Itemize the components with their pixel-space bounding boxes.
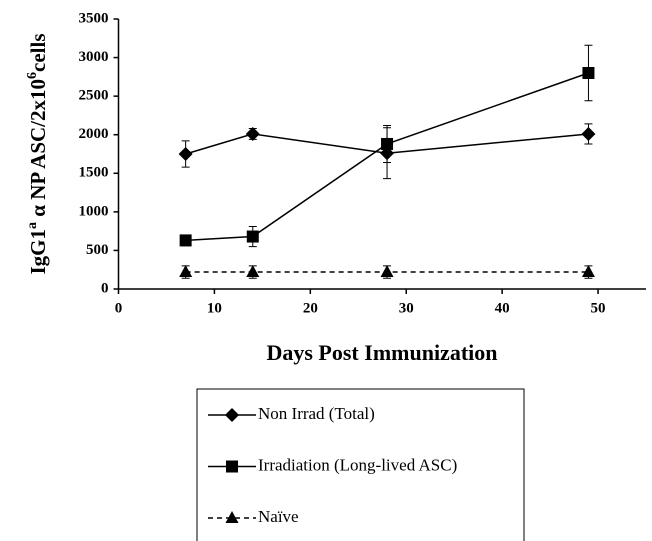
y-axis-label-part: α NP ASC/2x10 [26,79,50,222]
marker [178,147,193,161]
series-line [185,133,589,155]
y-axis-label: IgG1a α NP ASC/2x106cells [25,34,50,275]
y-axis-label-part: cells [26,34,50,72]
marker [582,67,595,79]
marker [179,234,192,247]
legend-marker [226,460,238,473]
legend-label: Irradiation (Long-lived ASC) [258,455,457,474]
x-axis-label: Days Post Immunization [266,340,497,365]
marker [179,265,193,278]
y-tick-label: 1500 [79,165,109,181]
x-tick-label: 30 [399,300,414,316]
y-axis-label-part: IgG1 [26,229,50,275]
marker [246,230,259,243]
y-axis-label-part: a [25,222,40,229]
legend-label: Naïve [258,507,299,526]
marker [380,265,394,278]
x-tick-label: 0 [115,300,123,316]
y-axis-label-part: 6 [25,72,40,79]
series-line [185,72,589,242]
marker [381,137,394,150]
y-tick-label: 1000 [79,203,109,219]
x-tick-label: 20 [303,300,318,316]
y-tick-label: 3500 [79,10,109,26]
marker [246,265,260,278]
y-tick-label: 3000 [79,49,109,65]
legend-marker [225,408,239,422]
legend-box [196,388,525,541]
y-tick-label: 500 [86,242,109,258]
legend-marker [225,511,239,523]
marker [581,126,596,141]
y-tick-label: 2000 [79,126,109,142]
x-tick-label: 50 [591,300,606,316]
x-tick-label: 40 [495,300,510,316]
legend-label: Non Irrad (Total) [258,404,375,423]
marker [245,126,260,141]
y-tick-label: 2500 [79,88,109,104]
y-tick-label: 0 [101,280,109,296]
marker [581,265,595,278]
x-tick-label: 10 [207,300,222,316]
